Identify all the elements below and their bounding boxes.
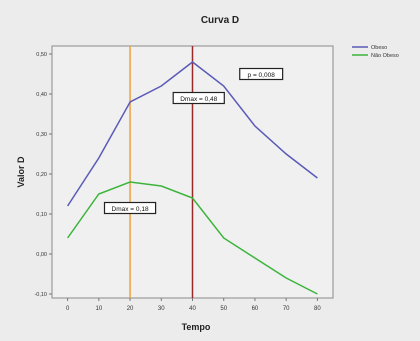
series-line-obeso (66, 61, 318, 207)
annotation-label: Dmax = 0,18 (112, 206, 149, 213)
legend-label-nao-obeso: Não Obeso (371, 53, 399, 59)
reference-lines (129, 46, 194, 298)
x-axis-label: Tempo (182, 322, 211, 332)
y-tick-label: 0,10 (36, 212, 47, 218)
axes: 0,50 0,40 0,30 0,20 0,10 0,00 -0,10 0 10 20 30 40 50… (34, 52, 321, 312)
x-tick-label: 10 (95, 306, 102, 312)
x-tick-label: 50 (220, 306, 227, 312)
x-tick-label: 60 (252, 306, 259, 312)
annotation-box (239, 67, 284, 81)
annotation-label: p = 0,008 (248, 72, 276, 79)
y-tick-label: 0,50 (36, 52, 47, 58)
x-tick-label: 20 (127, 306, 134, 312)
legend-label-obeso: Obeso (371, 45, 387, 51)
legend: Obeso Não Obeso (352, 45, 399, 59)
annotation-box (172, 91, 225, 105)
y-tick-label: 0,00 (36, 252, 47, 258)
annotation-label: Dmax = 0,48 (180, 96, 217, 103)
series-line-nao-obeso (66, 181, 318, 295)
x-tick-label: 0 (66, 306, 70, 312)
annotation-box (103, 201, 157, 215)
x-tick-label: 30 (158, 306, 165, 312)
y-tick-label: 0,40 (36, 92, 47, 98)
x-tick-label: 70 (283, 306, 290, 312)
series-lines (66, 61, 318, 295)
y-tick-label: 0,20 (36, 172, 47, 178)
y-tick-label: -0,10 (34, 292, 47, 298)
chart-title: Curva D (201, 15, 239, 26)
y-tick-label: 0,30 (36, 132, 47, 138)
x-tick-label: 80 (314, 306, 321, 312)
y-axis-label: Valor D (16, 156, 26, 188)
x-tick-label: 40 (189, 306, 196, 312)
annotations: p = 0,008 Dmax = 0,48 Dmax = 0,18 (103, 67, 284, 215)
